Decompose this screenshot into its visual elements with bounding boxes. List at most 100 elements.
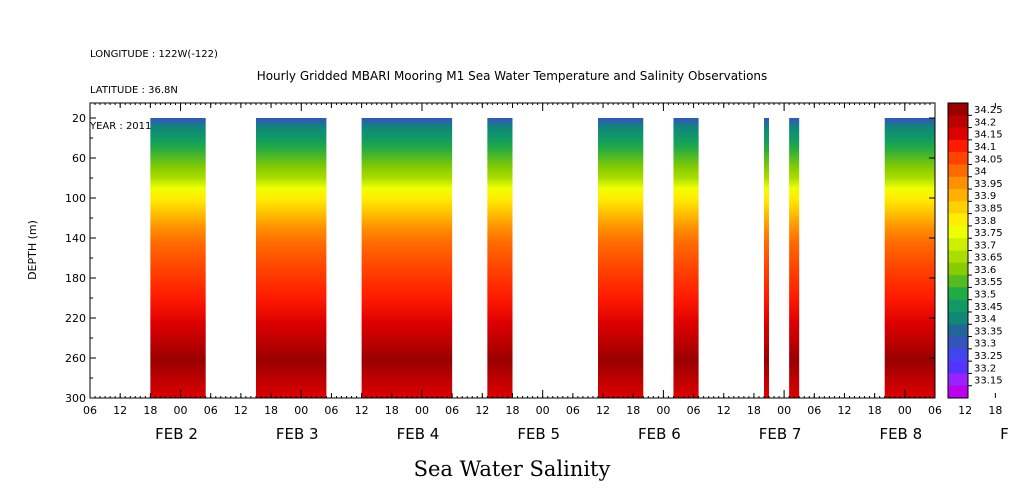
- x-tick-label: 12: [475, 404, 489, 417]
- x-date-label: FEB 5: [517, 425, 560, 443]
- colorbar-label: 33.55: [974, 277, 1003, 288]
- x-tick-label: 12: [113, 404, 127, 417]
- x-tick-label: 00: [898, 404, 912, 417]
- colorbar-label: 34.05: [974, 154, 1003, 165]
- x-tick-label: 00: [656, 404, 670, 417]
- y-tick-label: 100: [65, 192, 86, 205]
- colorbar-cell: [948, 348, 968, 362]
- data-block: [598, 118, 644, 398]
- colorbar-label: 33.5: [974, 290, 996, 301]
- colorbar-label: 33.3: [974, 339, 996, 350]
- data-block: [361, 118, 453, 398]
- colorbar-cell: [948, 139, 968, 153]
- colorbar-cell: [948, 115, 968, 128]
- colorbar-cell: [948, 299, 968, 313]
- x-tick-label: 06: [687, 404, 701, 417]
- colorbar-cell: [948, 189, 968, 202]
- y-axis-label: DEPTH (m): [26, 220, 39, 280]
- colorbar-label: 34: [974, 167, 987, 178]
- chart-title: Hourly Gridded MBARI Mooring M1 Sea Wate…: [257, 69, 768, 83]
- y-tick-label: 220: [65, 312, 86, 325]
- data-block: [763, 118, 770, 398]
- colorbar-label: 34.1: [974, 142, 996, 153]
- y-tick-label: 260: [65, 352, 86, 365]
- x-tick-label: 06: [807, 404, 821, 417]
- colorbar-cell: [948, 275, 968, 288]
- x-tick-label: 18: [868, 404, 882, 417]
- metadata-block: LONGITUDE : 122W(-122) LATITUDE : 36.8N …: [90, 25, 218, 145]
- plot-area: [150, 118, 935, 398]
- colorbar-cell: [948, 361, 968, 374]
- x-tick-label: 00: [777, 404, 791, 417]
- colorbar-label: 33.6: [974, 265, 996, 276]
- data-block: [789, 118, 800, 398]
- x-tick-label: 12: [596, 404, 610, 417]
- x-tick-label: 18: [264, 404, 278, 417]
- colorbar-cell: [948, 164, 968, 178]
- x-tick-label: 00: [536, 404, 550, 417]
- x-date-label: FEB 3: [276, 425, 319, 443]
- x-tick-label: 06: [445, 404, 459, 417]
- x-tick-label: 18: [988, 404, 1002, 417]
- x-date-label: FEB 2: [155, 425, 198, 443]
- x-tick-label: 12: [717, 404, 731, 417]
- colorbar-label: 33.85: [974, 203, 1003, 214]
- colorbar-cell: [948, 324, 968, 337]
- x-date-label: FEB 9: [1000, 425, 1009, 443]
- x-date-label: FEB 8: [879, 425, 922, 443]
- colorbar-cell: [948, 103, 968, 116]
- data-block: [673, 118, 699, 398]
- colorbar-cell: [948, 238, 968, 251]
- x-tick-label: 12: [234, 404, 248, 417]
- colorbar-cell: [948, 373, 968, 387]
- x-tick-label: 12: [355, 404, 369, 417]
- data-block: [487, 118, 513, 398]
- colorbar-cell: [948, 127, 968, 141]
- colorbar-label: 33.95: [974, 179, 1003, 190]
- y-tick-label: 300: [65, 392, 86, 405]
- x-tick-label: 18: [506, 404, 520, 417]
- latitude-label: LATITUDE : 36.8N: [90, 85, 178, 96]
- data-block: [255, 118, 327, 398]
- colorbar-cell: [948, 250, 968, 264]
- colorbar-label: 33.8: [974, 216, 996, 227]
- longitude-label: LONGITUDE : 122W(-122): [90, 49, 218, 60]
- x-tick-label: 06: [83, 404, 97, 417]
- colorbar-label: 33.75: [974, 228, 1003, 239]
- year-label: YEAR : 2011: [90, 121, 152, 132]
- y-tick-label: 60: [72, 152, 86, 165]
- y-tick-label: 180: [65, 272, 86, 285]
- x-tick-label: 18: [385, 404, 399, 417]
- colorbar-label: 34.25: [974, 105, 1003, 116]
- x-date-label: FEB 7: [759, 425, 802, 443]
- colorbar-label: 33.35: [974, 326, 1003, 337]
- x-tick-label: 06: [324, 404, 338, 417]
- colorbar-cell: [948, 225, 968, 239]
- x-tick-label: 00: [294, 404, 308, 417]
- colorbar-label: 33.65: [974, 253, 1003, 264]
- colorbar-cell: [948, 201, 968, 214]
- colorbar-label: 33.2: [974, 363, 996, 374]
- x-tick-label: 18: [626, 404, 640, 417]
- colorbar-label: 33.9: [974, 191, 996, 202]
- data-block: [884, 118, 935, 398]
- colorbar-cell: [948, 213, 968, 227]
- colorbar-cell: [948, 152, 968, 165]
- x-tick-label: 00: [174, 404, 188, 417]
- x-date-label: FEB 4: [397, 425, 440, 443]
- colorbar-cell: [948, 287, 968, 300]
- x-tick-label: 06: [928, 404, 942, 417]
- data-block: [150, 118, 206, 398]
- x-date-label: FEB 6: [638, 425, 681, 443]
- colorbar-label: 33.45: [974, 302, 1003, 313]
- y-tick-label: 140: [65, 232, 86, 245]
- colorbar-cell: [948, 176, 968, 190]
- colorbar-label: 33.25: [974, 351, 1003, 362]
- colorbar-label: 33.4: [974, 314, 996, 325]
- x-tick-label: 18: [143, 404, 157, 417]
- x-tick-label: 06: [566, 404, 580, 417]
- y-tick-label: 20: [72, 112, 86, 125]
